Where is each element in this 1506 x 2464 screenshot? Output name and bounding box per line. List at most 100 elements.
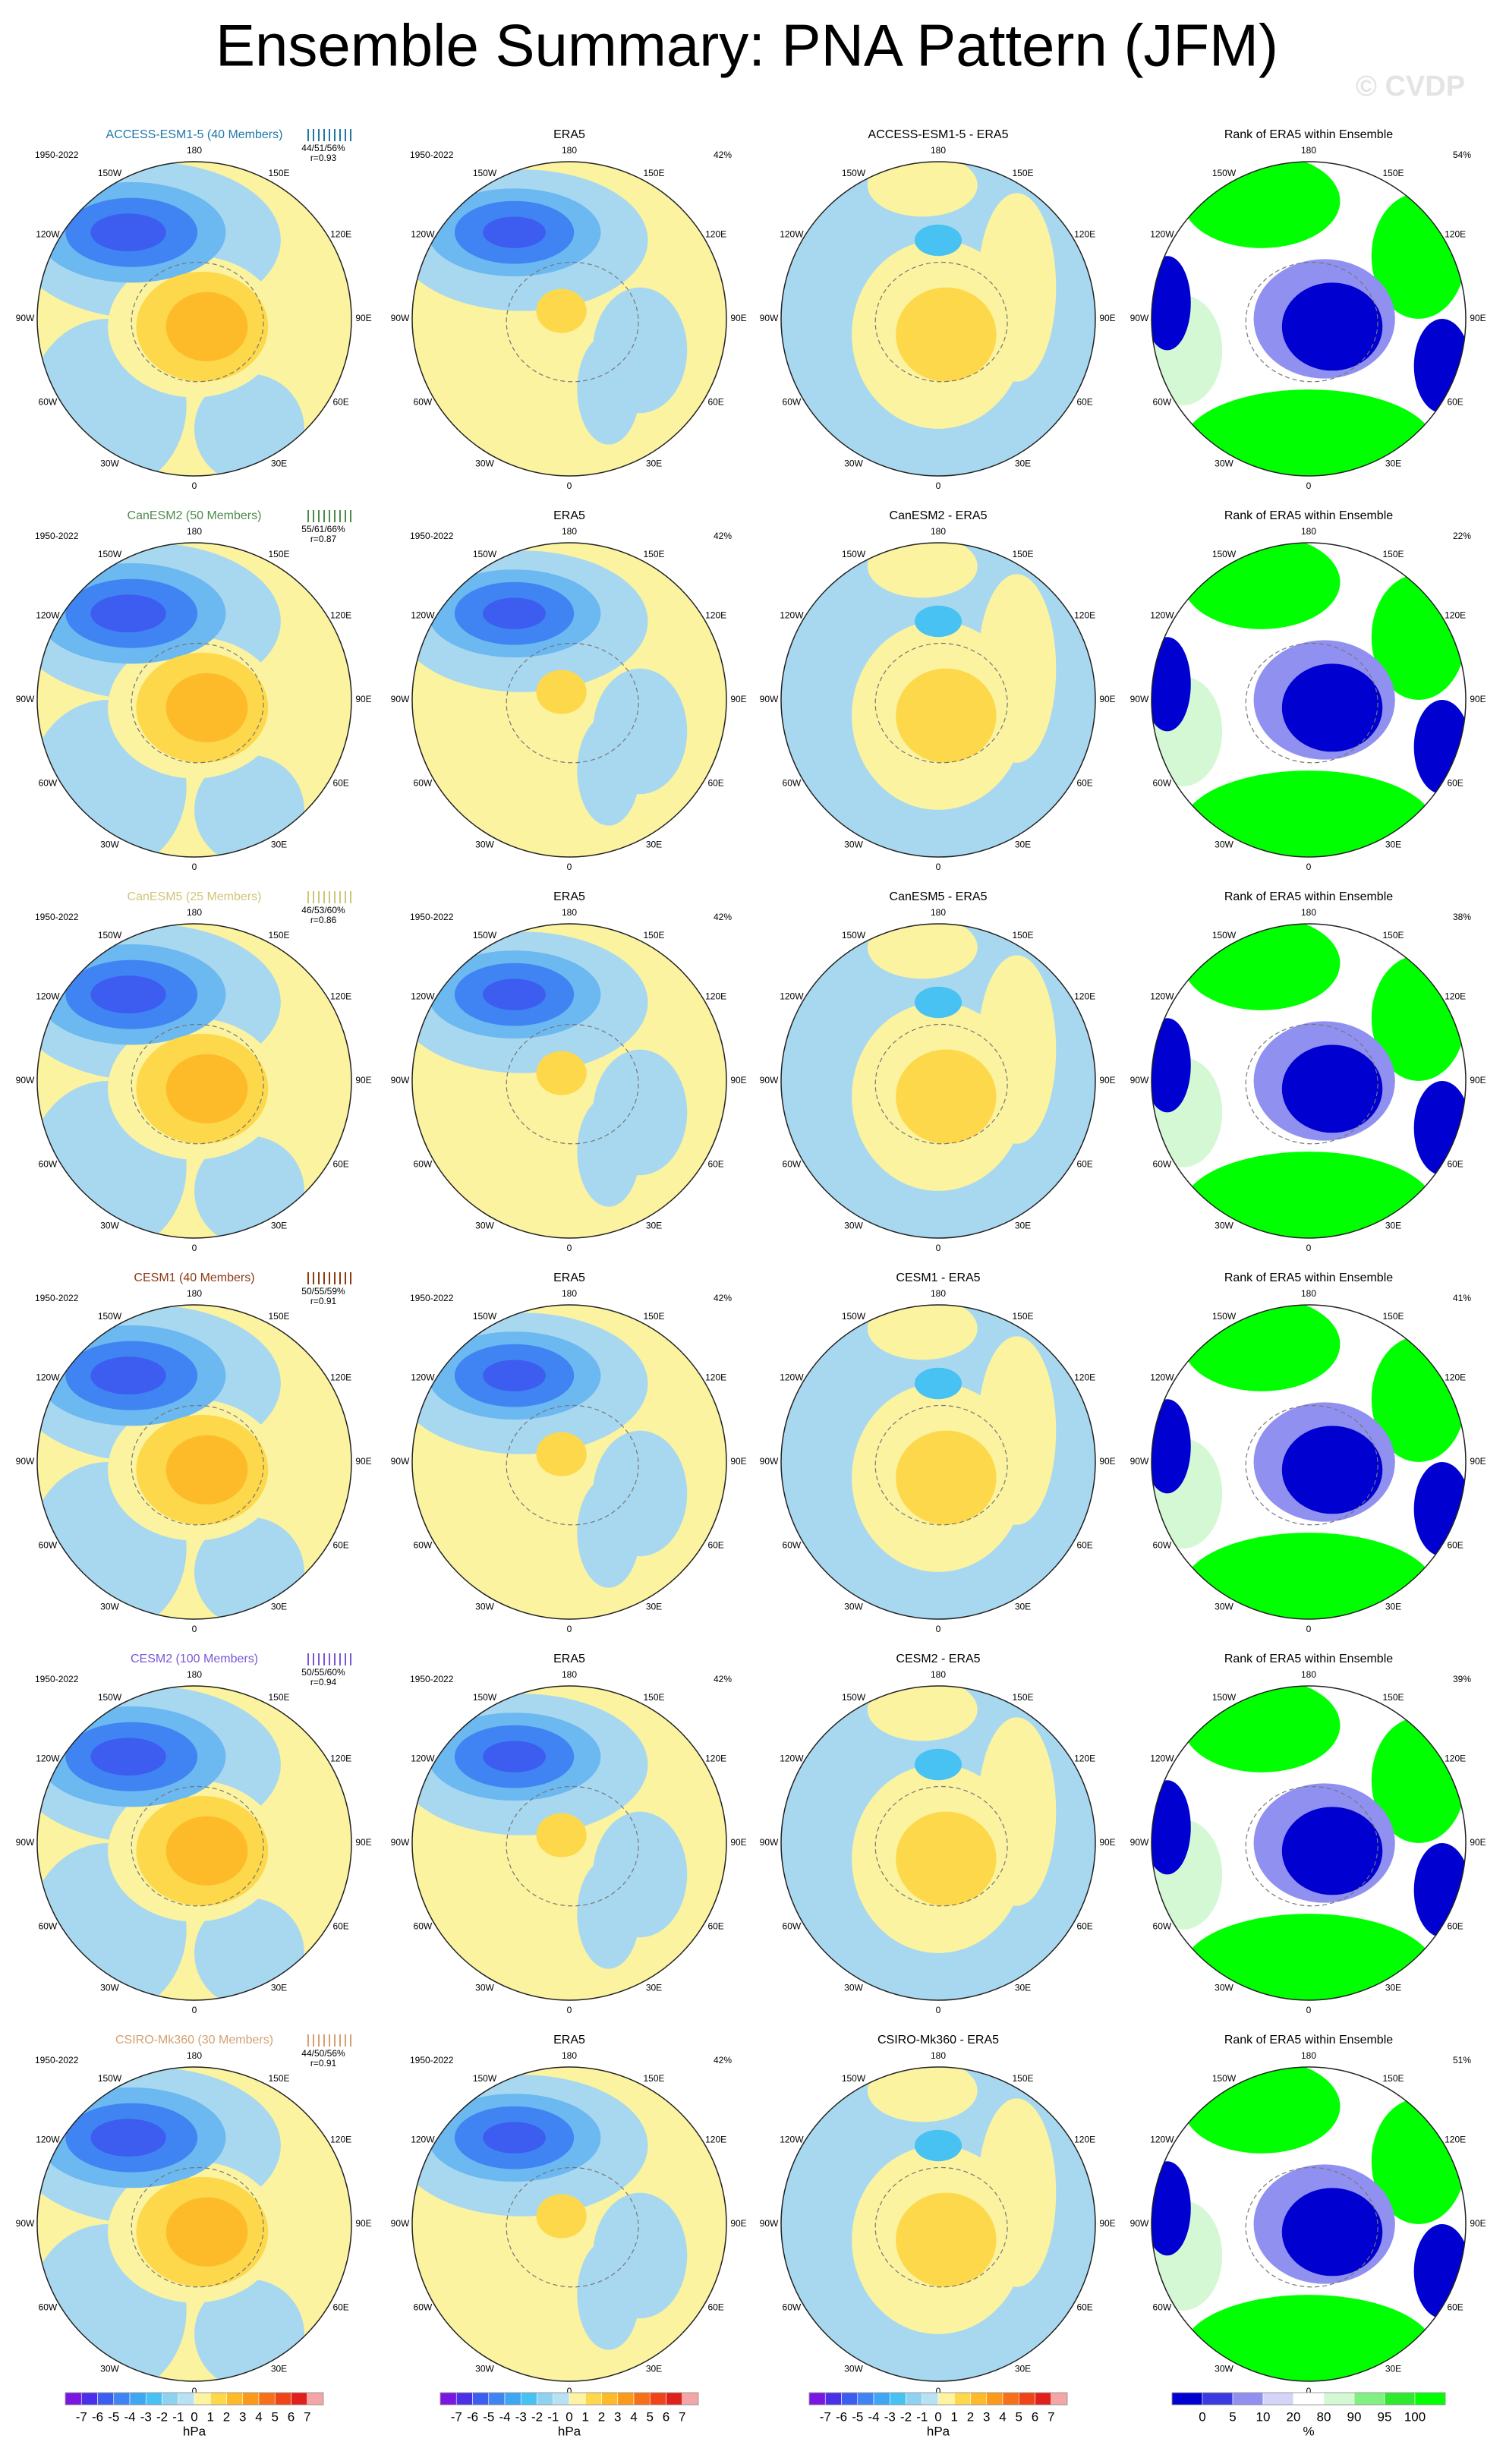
period-label: 1950-2022 [410, 912, 454, 922]
map-region [593, 2192, 688, 2319]
longitude-label: 90E [1099, 1075, 1115, 1085]
longitude-label: 60W [783, 778, 802, 789]
map [37, 1686, 351, 2000]
longitude-label: 60W [39, 1540, 58, 1551]
longitude-label: 0 [567, 1243, 572, 1253]
longitude-label: 180 [1301, 1288, 1316, 1299]
longitude-label: 90E [355, 1837, 371, 1848]
longitude-label: 60W [783, 1921, 802, 1932]
longitude-label: 90W [1130, 313, 1149, 323]
longitude-label: 180 [562, 2050, 577, 2061]
colorbar-box [1384, 2392, 1416, 2406]
longitude-label: 150W [842, 1311, 866, 1322]
coastline [1245, 1785, 1378, 1907]
longitude-label: 180 [1301, 907, 1316, 918]
map-region [165, 1435, 248, 1505]
longitude-label: 180 [931, 2050, 946, 2061]
map-region [1152, 1399, 1191, 1494]
longitude-label: 30W [475, 2364, 494, 2374]
longitude-label: 0 [567, 481, 572, 491]
map [412, 924, 726, 1238]
longitude-label: 90E [355, 1075, 371, 1085]
longitude-label: 180 [187, 907, 202, 918]
longitude-label: 30E [646, 1602, 662, 1612]
longitude-label: 30W [844, 2364, 863, 2374]
longitude-label: 30W [475, 1221, 494, 1231]
colorbar-tick-label: -5 [483, 2409, 494, 2424]
longitude-label: 90E [1470, 1456, 1486, 1467]
longitude-label: 150E [268, 1692, 289, 1703]
map-region [536, 1432, 587, 1476]
longitude-label: 30E [271, 458, 287, 469]
coastline [1245, 642, 1378, 764]
pct-label: 42% [714, 2055, 732, 2065]
longitude-label: 120W [1150, 1753, 1174, 1764]
map-region [165, 291, 248, 361]
coastline [131, 2166, 264, 2288]
longitude-label: 30E [1015, 2364, 1031, 2374]
colorbar-box [922, 2392, 939, 2406]
coastline [874, 642, 1008, 764]
longitude-label: 30W [844, 1221, 863, 1231]
longitude-label: 120W [780, 610, 804, 621]
longitude-label: 150E [1382, 1692, 1404, 1703]
longitude-label: 180 [187, 1669, 202, 1680]
longitude-label: 120W [36, 610, 60, 621]
longitude-label: 90E [1470, 313, 1486, 323]
colorbar-box [97, 2392, 115, 2406]
longitude-label: 30E [1385, 458, 1401, 469]
map-region [593, 287, 688, 414]
colorbar-box [1262, 2392, 1294, 2406]
pct-label: 42% [714, 912, 732, 922]
longitude-label: 90E [355, 313, 371, 323]
longitude-label: 60E [1076, 1159, 1092, 1170]
longitude-label: 0 [567, 2005, 572, 2015]
obs-title: ERA5 [553, 1653, 585, 1665]
map-region [896, 2192, 997, 2287]
longitude-label: 150E [1012, 930, 1033, 941]
map [781, 2067, 1095, 2381]
map-border [36, 1304, 352, 1620]
diff-title: ACCESS-ESM1-5 - ERA5 [868, 128, 1009, 141]
map-region [896, 1811, 997, 1906]
map-region [977, 1336, 1057, 1525]
longitude-label: 180 [562, 145, 577, 156]
longitude-label: 0 [936, 481, 941, 491]
map-border [411, 1685, 727, 2001]
colorbar-tick-label: 3 [239, 2409, 246, 2424]
longitude-label: 150W [473, 2073, 497, 2084]
longitude-label: 90E [1470, 2218, 1486, 2229]
map-border [411, 161, 727, 477]
colorbar-box [584, 2392, 602, 2406]
colorbar-tick-label: 90 [1347, 2409, 1362, 2424]
longitude-label: 0 [192, 2386, 197, 2396]
longitude-label: 120E [330, 1753, 351, 1764]
longitude-label: 180 [931, 907, 946, 918]
longitude-label: 30E [646, 840, 662, 850]
longitude-label: 90E [1470, 694, 1486, 704]
longitude-label: 180 [1301, 1669, 1316, 1680]
pct-label: 22% [1453, 531, 1471, 541]
longitude-label: 150E [268, 930, 289, 941]
longitude-label: 150W [842, 2073, 866, 2084]
map-region [867, 1305, 978, 1360]
longitude-label: 90E [730, 313, 746, 323]
longitude-label: 30W [100, 2364, 119, 2374]
longitude-label: 120W [411, 229, 435, 240]
longitude-label: 90W [16, 1075, 35, 1085]
map [412, 162, 726, 476]
diff-title: CESM2 - ERA5 [896, 1653, 980, 1665]
model-title: CanESM2 (50 Members) [128, 509, 262, 522]
map-region [867, 924, 978, 979]
longitude-label: 180 [187, 2050, 202, 2061]
colorbar-tick-label: 1 [951, 2409, 958, 2424]
coastline [131, 1404, 264, 1526]
longitude-label: 120W [1150, 229, 1174, 240]
longitude-label: 120E [705, 2135, 726, 2145]
colorbar-box [1051, 2392, 1068, 2406]
longitude-label: 30W [1215, 2364, 1233, 2374]
longitude-label: 180 [562, 907, 577, 918]
map-border [780, 161, 1096, 477]
longitude-label: 60E [707, 397, 723, 408]
map-region [867, 543, 978, 598]
